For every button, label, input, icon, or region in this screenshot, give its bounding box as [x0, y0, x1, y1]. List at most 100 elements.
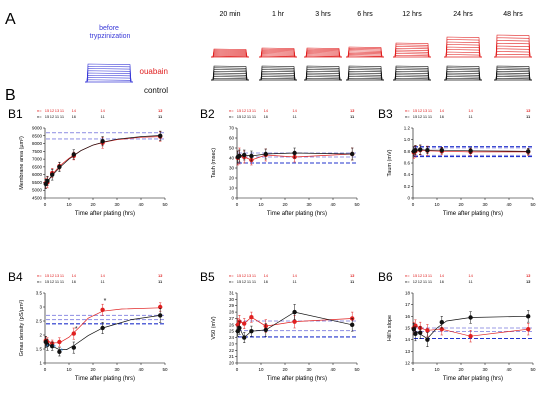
time-label: 12 hrs [402, 11, 422, 18]
n-count: 11 [55, 279, 60, 284]
chart-panel-label: B4 [8, 270, 23, 284]
n-count: 11 [428, 114, 433, 119]
data-point [292, 319, 297, 324]
control-trace-set [304, 65, 342, 81]
x-tick-label: 30 [306, 367, 312, 372]
trace-line [444, 49, 482, 58]
n-count: 16 [72, 279, 77, 284]
n-count-prefix: n= [229, 273, 234, 278]
n-count: 12 [242, 273, 247, 278]
n-count: 11 [350, 114, 355, 119]
y-tick-label: 0 [231, 196, 234, 201]
fit-curve [44, 307, 161, 344]
y-axis-label: Membrane area (µm²) [19, 136, 25, 190]
y-tick-label: 8000 [32, 141, 43, 146]
y-tick-label: 1.0 [404, 137, 411, 142]
n-count: 16 [264, 114, 269, 119]
n-count: 15 [45, 108, 50, 113]
n-count-prefix: n= [37, 273, 42, 278]
data-point [468, 333, 473, 339]
n-count: 14 [264, 108, 269, 113]
n-count: 14 [72, 273, 77, 278]
trace-line [494, 53, 532, 58]
y-axis-label: Tauh (msec) [211, 148, 217, 178]
data-point [292, 150, 297, 156]
n-count: 11 [350, 273, 355, 278]
x-tick-label: 50 [354, 202, 360, 207]
n-count: 14 [100, 108, 105, 113]
n-count: 11 [526, 279, 531, 284]
n-count: 13 [55, 273, 60, 278]
y-tick-label: 1.2 [404, 126, 411, 131]
data-point [425, 337, 430, 342]
y-tick-label: 5500 [32, 180, 43, 185]
x-axis-label: Time after plating (hrs) [267, 211, 327, 217]
data-point [57, 339, 62, 345]
before-trypsinization-traces [85, 63, 133, 83]
x-tick-label: 10 [258, 202, 264, 207]
n-count: 12 [418, 279, 423, 284]
y-tick-label: 6500 [32, 164, 43, 169]
n-count: 11 [350, 108, 355, 113]
data-point [413, 147, 418, 153]
x-tick-label: 0 [412, 367, 415, 372]
n-count: 12 [158, 108, 163, 113]
data-point [71, 345, 77, 350]
n-count: 11 [101, 279, 106, 284]
y-tick-label: 9000 [32, 126, 43, 131]
trace-line [211, 74, 249, 81]
y-tick-label: 27 [229, 316, 235, 321]
y-tick-label: 14 [405, 337, 411, 342]
time-label: 48 hrs [503, 11, 523, 18]
n-count: 15 [45, 114, 50, 119]
y-tick-label: 4500 [32, 196, 43, 201]
n-count: 12 [526, 279, 531, 284]
trace-line [259, 74, 297, 81]
y-tick-label: 70 [229, 126, 235, 131]
n-count: 14 [440, 108, 445, 113]
x-tick-label: 40 [330, 367, 336, 372]
x-tick-label: 10 [434, 367, 440, 372]
series-0 [43, 302, 163, 348]
data-point [411, 326, 416, 332]
x-tick-label: 20 [458, 367, 464, 372]
before-trypsinization-label: before trypzinization [90, 25, 131, 40]
n-count-prefix: n= [37, 114, 42, 119]
x-tick-label: 20 [282, 367, 288, 372]
data-point [100, 325, 105, 331]
panel-label-b: B [5, 87, 16, 104]
data-point [526, 326, 531, 332]
n-count: 14 [292, 108, 297, 113]
data-point [263, 151, 268, 157]
data-point [263, 327, 268, 333]
n-count: 12 [418, 273, 423, 278]
trace-line [393, 51, 431, 58]
n-count: 14 [264, 273, 269, 278]
series-1 [411, 144, 531, 157]
n-count: 11 [158, 279, 163, 284]
n-count: 11 [60, 114, 65, 119]
y-tick-label: 16 [405, 314, 411, 319]
n-count: 14 [292, 273, 297, 278]
data-point [439, 147, 444, 153]
n-count: 13 [423, 108, 428, 113]
x-tick-label: 50 [162, 367, 168, 372]
n-count-prefix: n= [405, 114, 410, 119]
y-axis-label: Gmax density (pS/µm²) [19, 300, 25, 357]
n-count: 11 [428, 273, 433, 278]
trace-line [85, 74, 133, 83]
x-tick-label: 40 [138, 202, 144, 207]
n-count-prefix: n= [37, 279, 42, 284]
control-trace-set [444, 65, 482, 81]
y-axis-label: Taum (mV) [387, 149, 393, 176]
time-label: 6 hrs [357, 11, 373, 18]
y-tick-label: 12 [405, 361, 411, 366]
n-count: 11 [469, 114, 474, 119]
n-count: 12 [242, 108, 247, 113]
y-tick-label: 0.6 [404, 161, 411, 166]
y-tick-label: 0.4 [404, 172, 411, 177]
